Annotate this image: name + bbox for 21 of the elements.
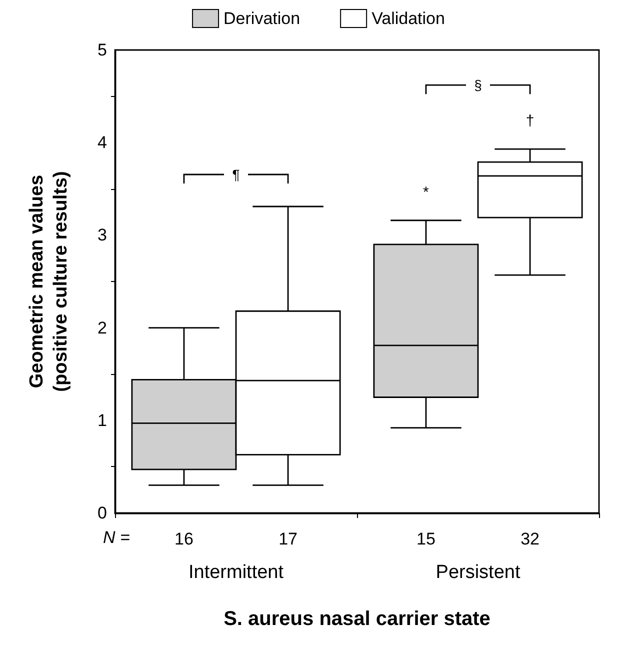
legend-label: Derivation <box>224 9 300 28</box>
y-axis-title: Geometric mean values (positive culture results) <box>26 171 72 392</box>
text: 16 <box>174 530 194 548</box>
y-tick-label: 2 <box>98 318 107 338</box>
text: 17 <box>278 530 298 548</box>
x-tick-label: Intermittent <box>188 562 284 583</box>
text: 15 <box>416 530 436 548</box>
x-tick-label: Persistent <box>436 562 521 583</box>
y-tick-label: 5 <box>98 40 107 60</box>
y-tick-label: 1 <box>98 410 107 430</box>
annotation: § <box>474 77 482 94</box>
text: N = <box>103 528 130 547</box>
annotation: ¶ <box>232 166 240 182</box>
annotation: † <box>526 112 534 130</box>
y-tick-label: 0 <box>98 504 107 522</box>
y-tick-label: 3 <box>98 226 107 245</box>
y-tick-label: 4 <box>98 133 107 152</box>
legend-label: Validation <box>372 9 445 28</box>
x-axis-title: S. aureus nasal carrier state <box>224 608 490 630</box>
annotation: * <box>423 184 430 201</box>
text: 32 <box>520 530 540 548</box>
